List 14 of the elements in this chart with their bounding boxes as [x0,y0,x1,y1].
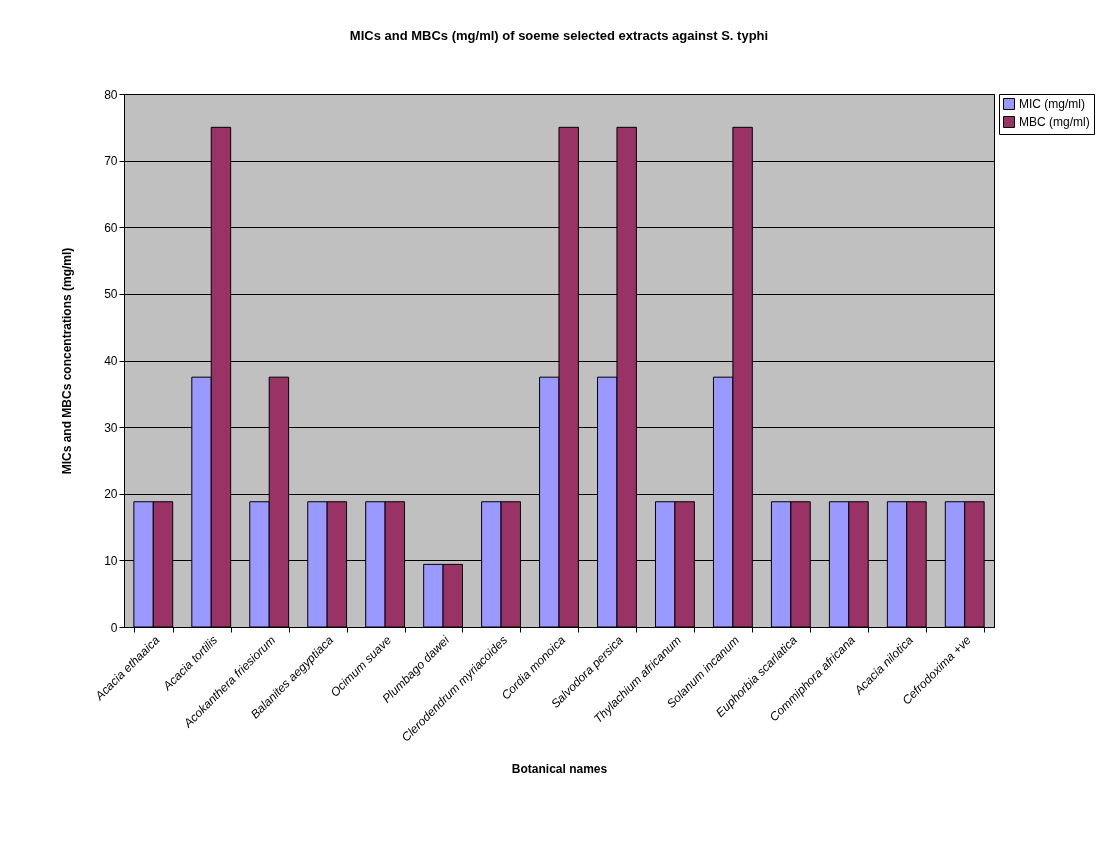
y-tick-label: 50 [104,287,118,302]
y-tick-label: 20 [104,487,118,502]
y-tick-label: 10 [104,553,118,568]
y-axis-title: MICs and MBCs concentrations (mg/ml) [60,247,75,475]
y-tick-label: 70 [104,154,118,169]
y-tick-label: 60 [104,220,118,235]
y-tick-label: 30 [104,420,118,435]
y-tick-label: 40 [104,354,118,368]
legend-label: MIC (mg/ml) [1019,97,1085,111]
x-axis-title: Botanical names [511,761,608,776]
legend-label: MBC (mg/ml) [1019,115,1090,129]
y-tick-label: 0 [110,620,118,635]
chart-title: MICs and MBCs (mg/ml) of soeme selected extracts against S. typhi [349,28,769,43]
y-tick-label: 80 [104,87,118,102]
